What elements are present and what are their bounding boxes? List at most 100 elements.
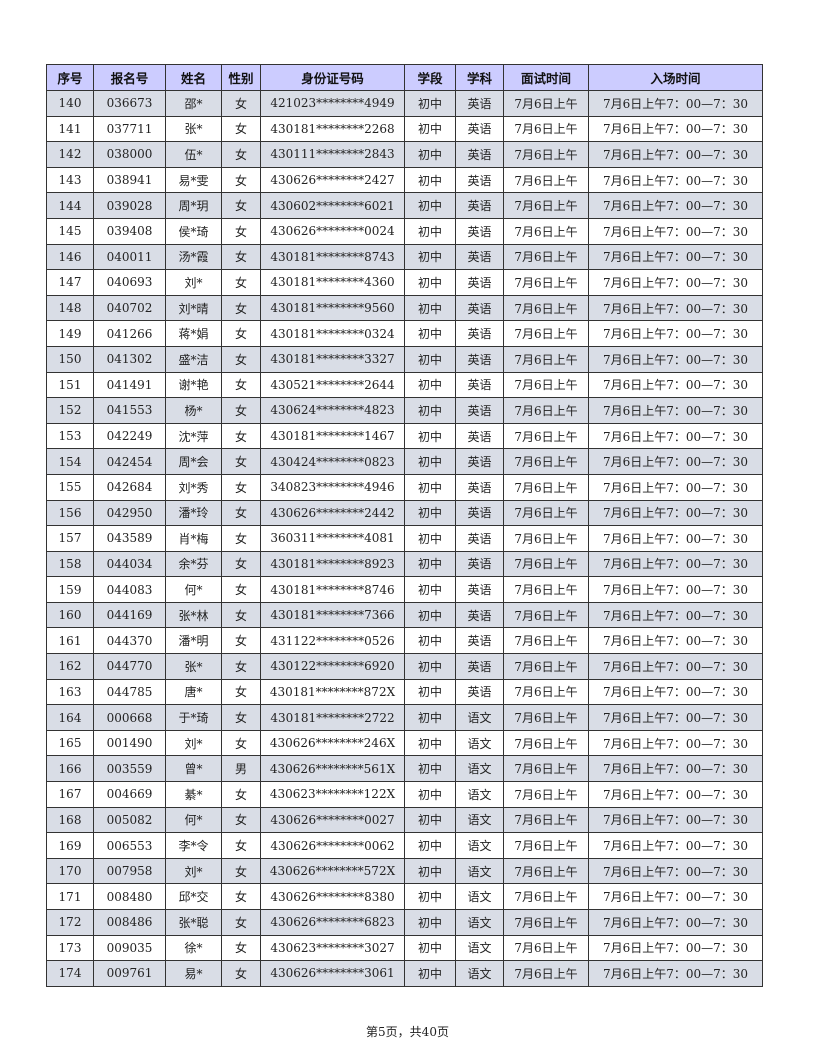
cell-subject: 英语 xyxy=(455,243,504,271)
cell-seq: 167 xyxy=(46,781,94,808)
cell-subject: 英语 xyxy=(455,550,504,578)
cell-id-number: 430181********1467 xyxy=(260,422,405,450)
cell-name: 余*芬 xyxy=(165,550,222,578)
cell-gender: 女 xyxy=(221,576,261,603)
cell-entry-time: 7月6日上午7：00—7：30 xyxy=(588,755,763,783)
cell-subject: 英语 xyxy=(455,269,504,296)
cell-gender: 男 xyxy=(221,755,261,783)
cell-id-number: 430626********0027 xyxy=(260,806,405,834)
cell-name: 何* xyxy=(165,806,222,834)
cell-gender: 女 xyxy=(221,320,261,347)
cell-gender: 女 xyxy=(221,166,261,194)
cell-gender: 女 xyxy=(221,192,261,219)
cell-gender: 女 xyxy=(221,653,261,680)
cell-interview-time: 7月6日上午 xyxy=(503,781,589,808)
cell-name: 何* xyxy=(165,576,222,603)
cell-interview-time: 7月6日上午 xyxy=(503,653,589,680)
table-row: 153 042249 沈*萍女 430181********1467 初中 英语 7月6日上… xyxy=(46,422,763,450)
cell-entry-time: 7月6日上午7：00—7：30 xyxy=(588,550,763,578)
cell-interview-time: 7月6日上午 xyxy=(503,601,589,629)
table-row: 149 041266 蒋*娟女 430181********0324 初中 英语 7月6日上… xyxy=(46,320,763,347)
table-row: 168 005082 何* 女 430626********0027 初中 语文 7月6日上午… xyxy=(46,806,763,834)
cell-reg-no: 042249 xyxy=(93,422,166,450)
cell-reg-no: 044083 xyxy=(93,576,166,603)
cell-interview-time: 7月6日上午 xyxy=(503,909,589,936)
cell-seq: 150 xyxy=(46,345,94,373)
cell-name: 沈*萍 xyxy=(165,422,222,450)
cell-interview-time: 7月6日上午 xyxy=(503,243,589,271)
cell-reg-no: 037711 xyxy=(93,115,166,143)
cell-interview-time: 7月6日上午 xyxy=(503,729,589,757)
cell-seq: 158 xyxy=(46,550,94,578)
cell-interview-time: 7月6日上午 xyxy=(503,294,589,322)
cell-stage: 初中 xyxy=(404,678,456,706)
cell-seq: 164 xyxy=(46,704,94,731)
cell-id-number: 430122********6920 xyxy=(260,653,405,680)
cell-seq: 161 xyxy=(46,627,94,655)
cell-subject: 英语 xyxy=(455,525,504,552)
cell-gender: 女 xyxy=(221,345,261,373)
header-reg-no: 报名号 xyxy=(93,64,166,91)
cell-id-number: 430181********872X xyxy=(260,678,405,706)
cell-name: 周*会 xyxy=(165,448,222,475)
table-row: 150 041302 盛*洁女 430181********3327 初中 英语 7月6日上… xyxy=(46,345,763,373)
cell-name: 张*林 xyxy=(165,601,222,629)
cell-stage: 初中 xyxy=(404,857,456,885)
cell-reg-no: 006553 xyxy=(93,832,166,859)
cell-entry-time: 7月6日上午7：00—7：30 xyxy=(588,883,763,910)
cell-id-number: 430181********8746 xyxy=(260,576,405,603)
cell-id-number: 430626********6823 xyxy=(260,909,405,936)
cell-entry-time: 7月6日上午7：00—7：30 xyxy=(588,857,763,885)
cell-id-number: 430181********0324 xyxy=(260,320,405,347)
cell-entry-time: 7月6日上午7：00—7：30 xyxy=(588,525,763,552)
cell-gender: 女 xyxy=(221,422,261,450)
cell-stage: 初中 xyxy=(404,576,456,603)
cell-seq: 152 xyxy=(46,397,94,424)
cell-stage: 初中 xyxy=(404,345,456,373)
cell-reg-no: 044770 xyxy=(93,653,166,680)
table-row: 146 040011 汤*霞女 430181********8743 初中 英语 7月6日上… xyxy=(46,243,763,271)
cell-gender: 女 xyxy=(221,397,261,424)
cell-gender: 女 xyxy=(221,90,261,117)
cell-subject: 英语 xyxy=(455,166,504,194)
cell-entry-time: 7月6日上午7：00—7：30 xyxy=(588,448,763,475)
cell-reg-no: 039408 xyxy=(93,217,166,245)
cell-seq: 154 xyxy=(46,448,94,475)
cell-entry-time: 7月6日上午7：00—7：30 xyxy=(588,806,763,834)
cell-stage: 初中 xyxy=(404,653,456,680)
cell-seq: 149 xyxy=(46,320,94,347)
cell-reg-no: 042950 xyxy=(93,499,166,527)
cell-subject: 英语 xyxy=(455,371,504,399)
cell-name: 伍* xyxy=(165,141,222,168)
cell-gender: 女 xyxy=(221,217,261,245)
cell-name: 张* xyxy=(165,115,222,143)
cell-subject: 英语 xyxy=(455,141,504,168)
cell-seq: 174 xyxy=(46,960,94,987)
cell-gender: 女 xyxy=(221,704,261,731)
table-row: 156 042950 潘*玲女 430626********2442 初中 英语 7月6日上… xyxy=(46,499,763,527)
cell-id-number: 430521********2644 xyxy=(260,371,405,399)
cell-interview-time: 7月6日上午 xyxy=(503,371,589,399)
cell-id-number: 340823********4946 xyxy=(260,473,405,501)
cell-entry-time: 7月6日上午7：00—7：30 xyxy=(588,601,763,629)
cell-interview-time: 7月6日上午 xyxy=(503,704,589,731)
cell-seq: 165 xyxy=(46,729,94,757)
cell-interview-time: 7月6日上午 xyxy=(503,934,589,962)
cell-seq: 170 xyxy=(46,857,94,885)
cell-entry-time: 7月6日上午7：00—7：30 xyxy=(588,704,763,731)
cell-entry-time: 7月6日上午7：00—7：30 xyxy=(588,934,763,962)
cell-id-number: 360311********4081 xyxy=(260,525,405,552)
cell-id-number: 430181********7366 xyxy=(260,601,405,629)
cell-stage: 初中 xyxy=(404,166,456,194)
cell-seq: 144 xyxy=(46,192,94,219)
cell-subject: 英语 xyxy=(455,192,504,219)
cell-seq: 166 xyxy=(46,755,94,783)
cell-seq: 151 xyxy=(46,371,94,399)
cell-reg-no: 001490 xyxy=(93,729,166,757)
cell-entry-time: 7月6日上午7：00—7：30 xyxy=(588,397,763,424)
cell-interview-time: 7月6日上午 xyxy=(503,525,589,552)
cell-entry-time: 7月6日上午7：00—7：30 xyxy=(588,576,763,603)
cell-id-number: 430623********3027 xyxy=(260,934,405,962)
cell-stage: 初中 xyxy=(404,192,456,219)
cell-interview-time: 7月6日上午 xyxy=(503,345,589,373)
